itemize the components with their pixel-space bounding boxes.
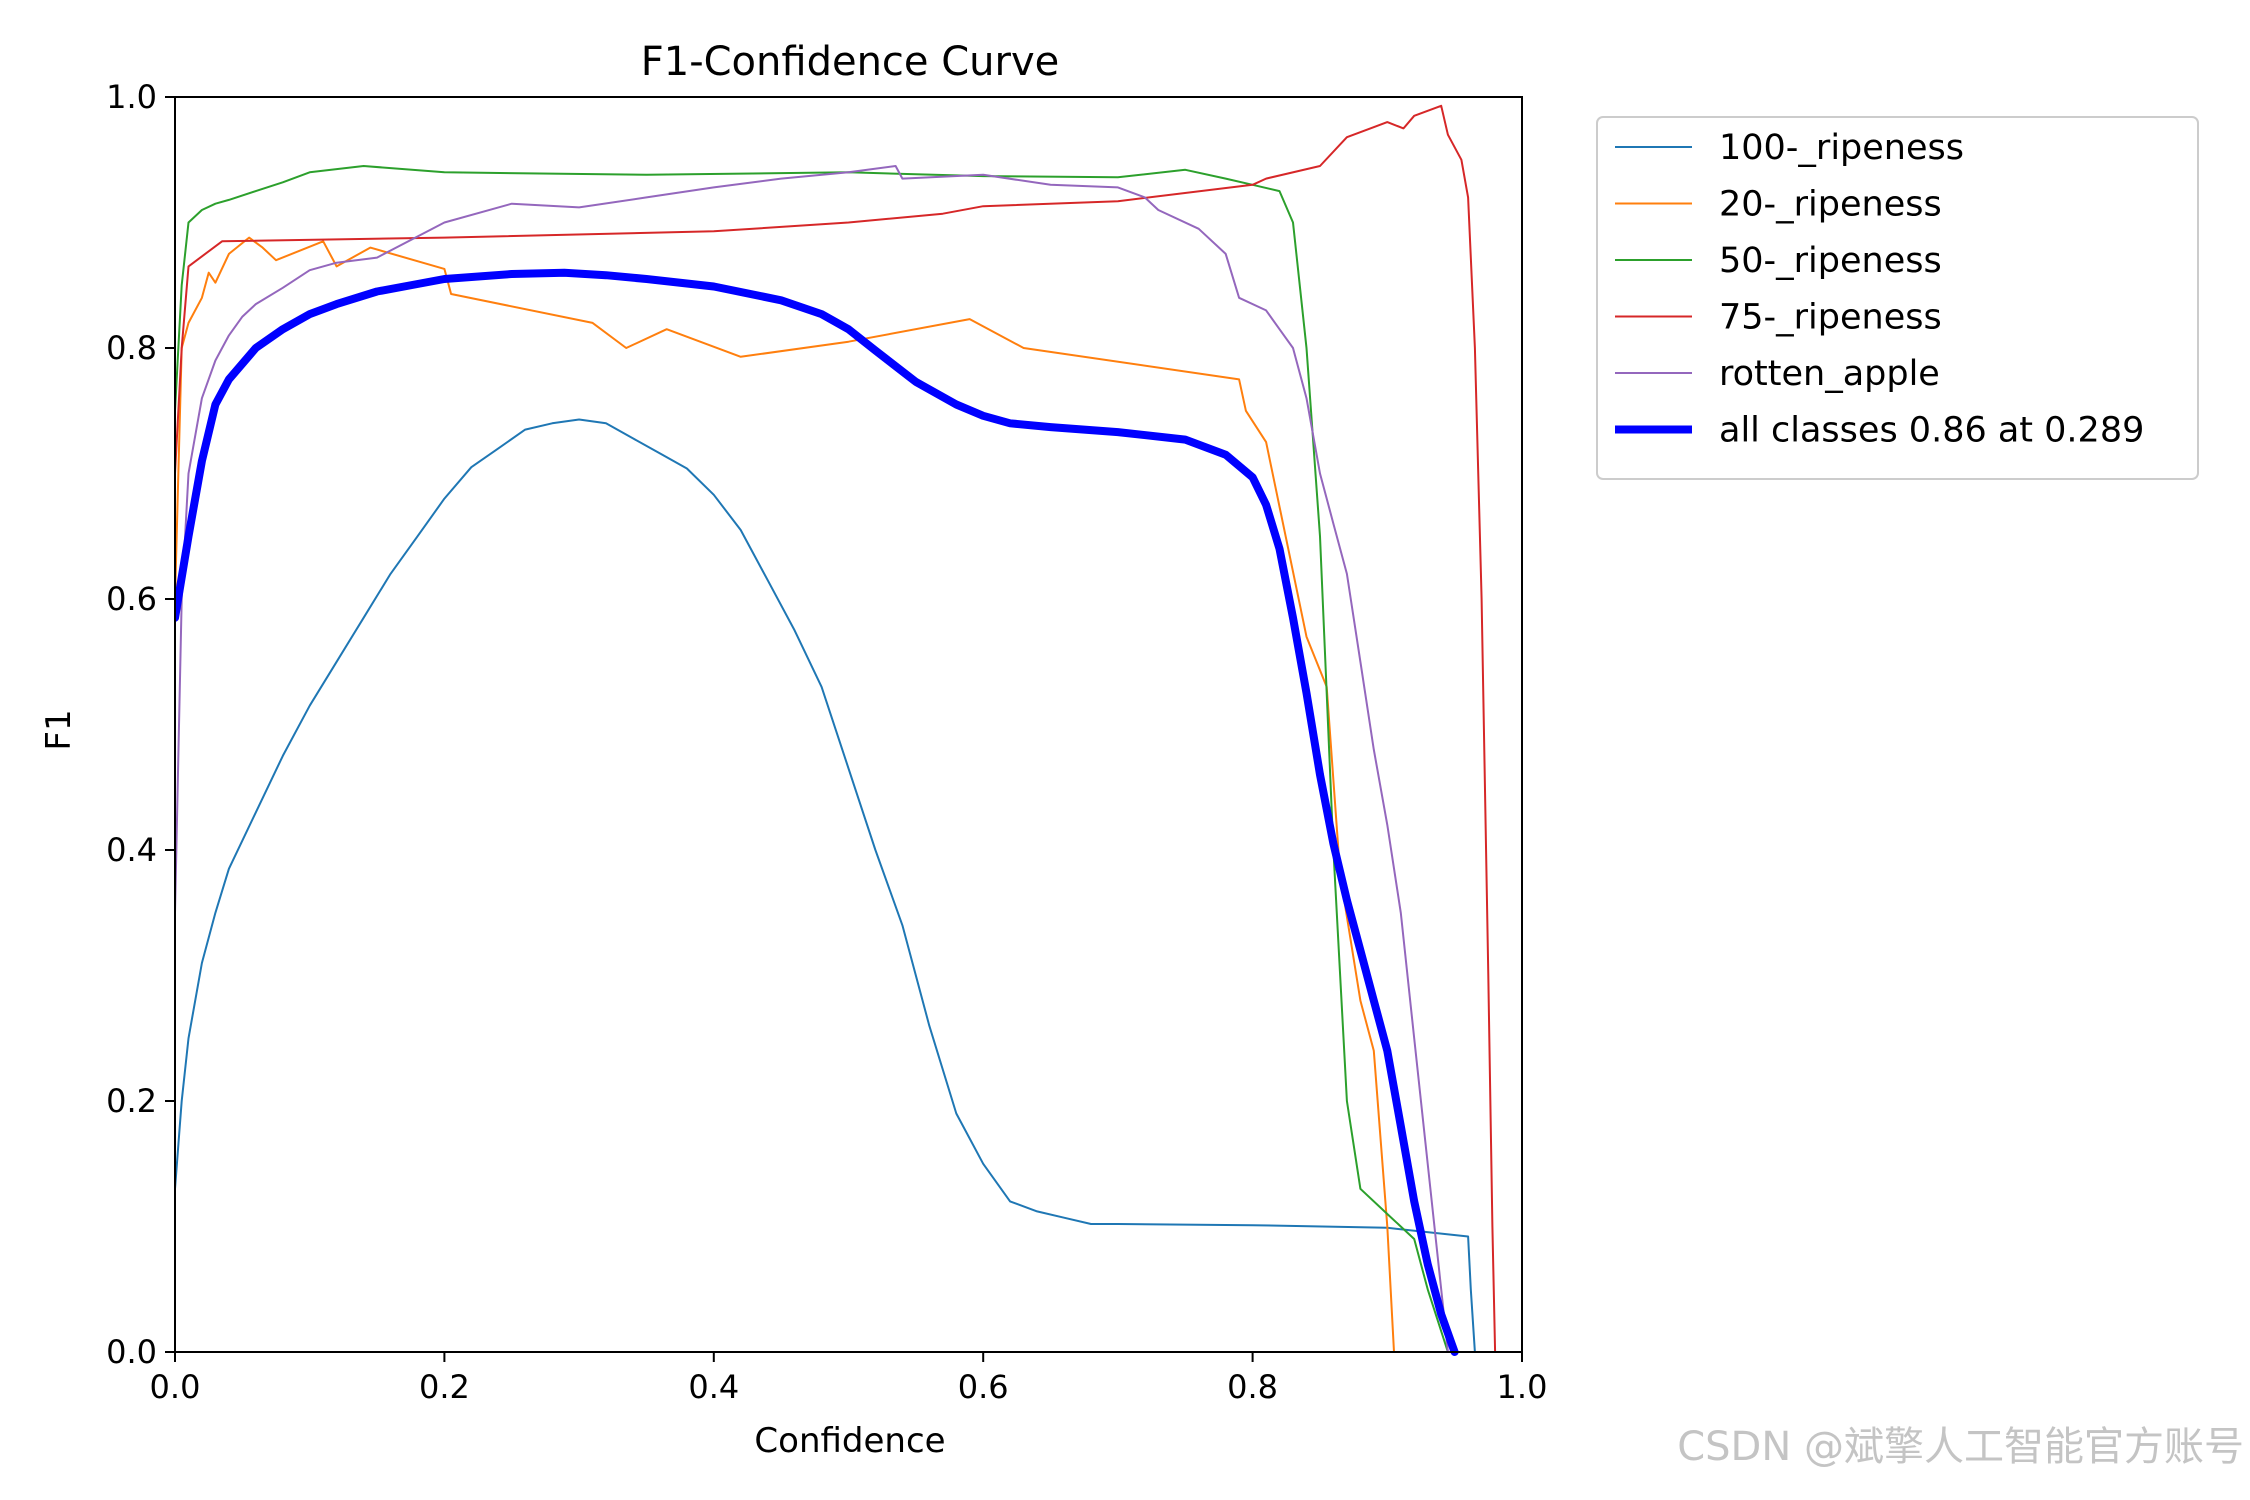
legend-label-1: 20-_ripeness bbox=[1719, 185, 1942, 225]
series-line-3 bbox=[175, 104, 1497, 1353]
y-tick-label: 0.2 bbox=[106, 1082, 157, 1120]
legend-box bbox=[1596, 116, 2199, 480]
series-line-0 bbox=[175, 418, 1476, 1353]
series-line-2 bbox=[175, 165, 1449, 1353]
legend-label-2: 50-_ripeness bbox=[1719, 241, 1942, 281]
x-tick-label: 0.2 bbox=[419, 1368, 470, 1406]
x-axis-label: Confidence bbox=[754, 1421, 945, 1461]
plot-area bbox=[175, 104, 1497, 1356]
x-tick-label: 0.0 bbox=[150, 1368, 201, 1406]
x-tick-label: 1.0 bbox=[1497, 1368, 1548, 1406]
axes-frame bbox=[174, 96, 1523, 1353]
y-tick-label: 0.0 bbox=[106, 1333, 157, 1371]
legend-label-3: 75-_ripeness bbox=[1719, 298, 1942, 338]
x-tick-label: 0.4 bbox=[688, 1368, 739, 1406]
legend: 100-_ripeness 20-_ripeness 50-_ripeness 75-… bbox=[1596, 116, 2199, 480]
y-axis-label: F1 bbox=[39, 709, 79, 750]
series-line-4 bbox=[175, 165, 1449, 1353]
axes: 0.0 0.2 0.4 0.6 0.8 1.0 0.0 0.2 0.4 0.6 0.8 1.0 bbox=[106, 78, 1547, 1406]
legend-label-0: 100-_ripeness bbox=[1719, 128, 1964, 168]
chart-title: F1-Confidence Curve bbox=[641, 39, 1060, 85]
series-line-5 bbox=[175, 268, 1459, 1356]
x-tick-label: 0.8 bbox=[1227, 1368, 1278, 1406]
y-tick-label: 1.0 bbox=[106, 78, 157, 116]
series-line-1 bbox=[175, 236, 1395, 1353]
watermark: CSDN @斌擎人工智能官方账号 bbox=[1677, 1424, 2244, 1470]
x-tick-label: 0.6 bbox=[958, 1368, 1009, 1406]
y-tick-label: 0.4 bbox=[106, 831, 157, 869]
legend-label-4: rotten_apple bbox=[1719, 354, 1940, 394]
legend-label-5: all classes 0.86 at 0.289 bbox=[1719, 411, 2144, 451]
y-tick-label: 0.8 bbox=[106, 329, 157, 367]
y-tick-label: 0.6 bbox=[106, 580, 157, 618]
